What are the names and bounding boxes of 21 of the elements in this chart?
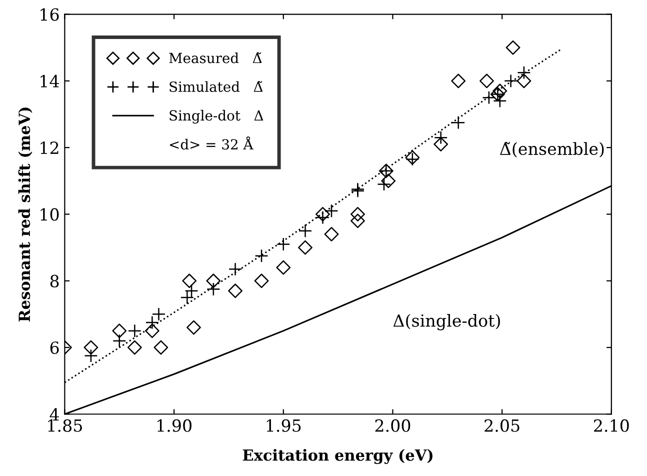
y-tick-label: 8: [50, 274, 59, 288]
x-tick-label: 1.85: [48, 419, 82, 432]
y-tick-label: 4: [50, 408, 59, 420]
legend-label: Measured Δ̃: [169, 52, 262, 64]
x-tick-label: 1.90: [158, 419, 192, 432]
annotation: Δ(single-dot): [393, 314, 500, 330]
x-tick-label: 2.10: [594, 419, 629, 432]
y-tick-label: 6: [50, 341, 59, 354]
x-tick-label: 2.05: [484, 419, 520, 432]
x-tick-label: 1.95: [266, 419, 301, 432]
legend-label: Single-dot Δ: [170, 110, 264, 124]
annotation: Δ̃(ensemble): [500, 142, 604, 158]
legend-label: Simulated Δ̃: [170, 80, 263, 92]
y-tick-label: 10: [40, 208, 59, 221]
y-tick-label: 16: [40, 8, 59, 21]
x-tick-label: 2.00: [375, 419, 410, 432]
x-axis-title: Excitation energy (eV): [242, 449, 433, 464]
y-tick-label: 12: [40, 142, 58, 154]
y-tick-label: 14: [40, 74, 59, 88]
annotation: <d> = 32 Å: [170, 136, 254, 150]
y-axis-title: Resonant red shift (meV): [18, 108, 32, 322]
